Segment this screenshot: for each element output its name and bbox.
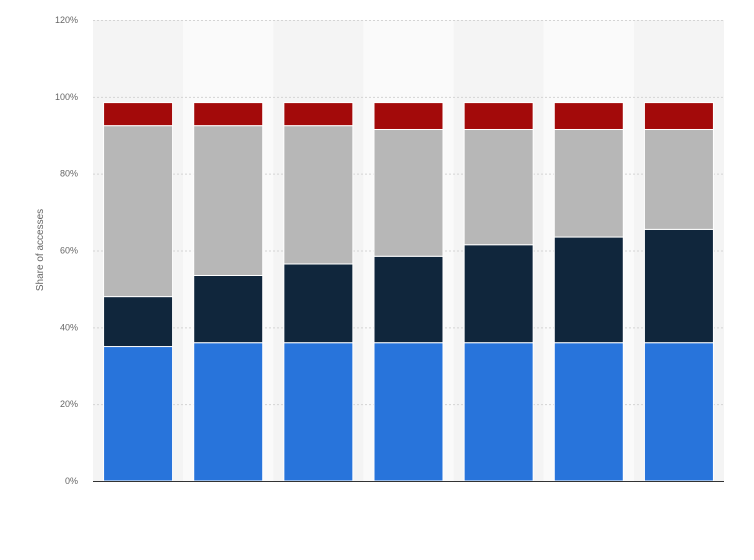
bar-segment (283, 102, 354, 127)
bar-segment (193, 342, 264, 482)
bar-segment (373, 342, 444, 482)
bar-segment (643, 128, 714, 230)
y-tick-label: 40% (60, 322, 78, 332)
y-axis-title: Share of accesses (35, 209, 46, 291)
bar-segment (643, 342, 714, 482)
bar-segment (463, 244, 534, 344)
bar-segment (643, 102, 714, 130)
y-tick-label: 60% (60, 246, 78, 256)
bar-segment (373, 102, 444, 130)
bar-segment (283, 342, 354, 482)
bar-segment (463, 102, 534, 130)
bar-segment (553, 102, 624, 130)
bars (103, 102, 714, 482)
bar-segment (553, 236, 624, 344)
bar-segment (643, 228, 714, 344)
y-tick-label: 80% (60, 169, 78, 179)
y-tick-label: 100% (55, 92, 78, 102)
bar-segment (373, 128, 444, 257)
bar-segment (103, 346, 174, 482)
y-axis-ticks: 0% 20% 40% 60% 80% 100% 120% (55, 15, 78, 486)
bar-segment (553, 128, 624, 238)
bar-segment (553, 342, 624, 482)
bar-segment (193, 125, 264, 276)
bar-segment (463, 128, 534, 246)
bar-segment (103, 102, 174, 127)
bar-segment (103, 125, 174, 298)
bar-segment (463, 342, 534, 482)
bar-segment (283, 125, 354, 265)
bar-segment (103, 296, 174, 348)
bar-segment (283, 263, 354, 344)
bar-segment (193, 274, 264, 344)
bar-segment (193, 102, 264, 127)
y-tick-label: 120% (55, 15, 78, 25)
y-tick-label: 20% (60, 399, 78, 409)
bar-segment (373, 255, 444, 344)
y-tick-label: 0% (65, 476, 78, 486)
